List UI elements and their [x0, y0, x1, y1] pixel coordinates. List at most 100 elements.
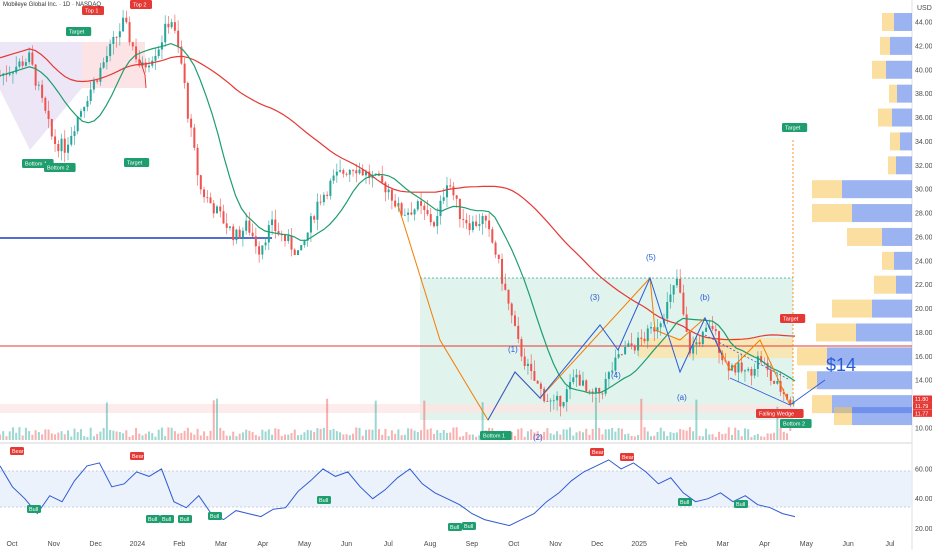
- volume-bar: [724, 433, 727, 440]
- volume-profile-bar: [816, 323, 856, 342]
- volume-bar: [449, 432, 452, 440]
- volume-bar: [714, 436, 717, 440]
- candle-body: [186, 82, 189, 119]
- volume-bar: [212, 400, 215, 440]
- drawings: [139, 59, 826, 421]
- rsi-signal-label: Bull: [680, 500, 689, 506]
- candle-body: [144, 62, 147, 68]
- candle-body: [462, 219, 465, 220]
- candle-body: [526, 363, 529, 366]
- volume-bar: [650, 436, 653, 440]
- candle-body: [235, 229, 238, 241]
- rsi-signal-bg: [448, 523, 462, 531]
- volume-bar: [225, 435, 228, 440]
- volume-bar: [455, 427, 458, 440]
- pattern-zones: [0, 42, 795, 420]
- candle-body: [212, 203, 215, 214]
- volume-bar: [416, 431, 419, 440]
- volume-bar: [633, 436, 636, 440]
- candle-body: [47, 110, 50, 120]
- candle-body: [666, 301, 669, 319]
- volume-bar: [290, 433, 293, 440]
- candle-body: [617, 354, 620, 358]
- candle-body: [70, 135, 73, 145]
- price-tick-label: 44.00: [915, 20, 932, 27]
- candle-body: [588, 391, 591, 393]
- volume-profile-bar: [896, 156, 912, 175]
- volume-bar: [656, 432, 659, 440]
- candle-body: [92, 80, 95, 90]
- volume-bar: [475, 436, 478, 440]
- candle-body: [118, 31, 121, 38]
- volume-profile: [797, 13, 912, 426]
- candle-body: [442, 197, 445, 201]
- volume-profile-bar: [890, 132, 900, 151]
- candle-body: [471, 221, 474, 231]
- bottom-label: Bottom 1: [483, 434, 505, 440]
- volume-bar: [287, 434, 290, 440]
- volume-bar: [193, 434, 196, 440]
- candle-body: [196, 147, 199, 176]
- candle-body: [290, 235, 293, 250]
- candle-body: [747, 369, 750, 371]
- candle-body: [397, 203, 400, 207]
- time-tick-label: Feb: [675, 541, 687, 548]
- wedge-upper: [704, 334, 791, 381]
- candle-body: [190, 118, 193, 128]
- candle-body: [361, 169, 364, 176]
- rsi-signal-bg: [317, 496, 331, 504]
- rsi-signal-label: Bull: [162, 517, 171, 523]
- time-tick-label: Nov: [48, 541, 61, 548]
- rsi-signal-label: Bull: [210, 514, 219, 520]
- volume-bar: [776, 406, 779, 440]
- rsi-signal-bg: [590, 448, 604, 456]
- candle-body: [504, 283, 507, 290]
- chart-header: Mobileye Global Inc. · 1D · NASDAQ: [3, 2, 101, 8]
- volume-bar: [118, 431, 121, 440]
- volume-profile-bar: [889, 84, 897, 103]
- volume-bar: [303, 432, 306, 440]
- candle-body: [601, 393, 604, 395]
- volume-bar: [588, 434, 591, 440]
- time-tick-label: 2025: [631, 541, 647, 548]
- volume-profile-bar: [852, 407, 912, 426]
- candle-body: [280, 234, 283, 236]
- candle-body: [727, 361, 730, 371]
- rsi-signal-label: Bull: [319, 498, 328, 504]
- volume-bar: [569, 427, 572, 440]
- volume-bar: [637, 434, 640, 440]
- volume-bar: [342, 434, 345, 440]
- wave-label: (b): [700, 293, 710, 302]
- candle-body: [254, 236, 257, 247]
- candle-body: [368, 171, 371, 179]
- candle-body: [779, 381, 782, 392]
- volume-bar: [89, 427, 92, 440]
- volume-bar: [481, 402, 484, 440]
- time-tick-label: Mar: [717, 541, 730, 548]
- candle-body: [468, 223, 471, 231]
- candle-body: [384, 182, 387, 193]
- volume-bar: [115, 431, 118, 440]
- candle-body: [607, 372, 610, 379]
- candle-body: [277, 231, 280, 235]
- volume-bar: [721, 434, 724, 440]
- volume-bar: [578, 431, 581, 440]
- candle-body: [656, 327, 659, 332]
- volume-bar: [83, 436, 86, 440]
- volume-bar: [177, 433, 180, 440]
- volume-bar: [727, 427, 730, 440]
- candle-body: [102, 62, 105, 68]
- volume-bar: [640, 398, 643, 440]
- volume-bar: [254, 434, 257, 440]
- top-label: Top 1: [85, 9, 98, 15]
- candle-body: [530, 363, 533, 372]
- candle-body: [24, 62, 27, 66]
- candle-body: [309, 216, 312, 233]
- volume-bar: [154, 436, 157, 440]
- candle-body: [633, 346, 636, 351]
- volume-profile-bar: [847, 227, 882, 246]
- volume-bar: [361, 435, 364, 440]
- volume-bar: [235, 436, 238, 440]
- price-tick-label: 38.00: [915, 91, 932, 98]
- volume-bar: [403, 434, 406, 440]
